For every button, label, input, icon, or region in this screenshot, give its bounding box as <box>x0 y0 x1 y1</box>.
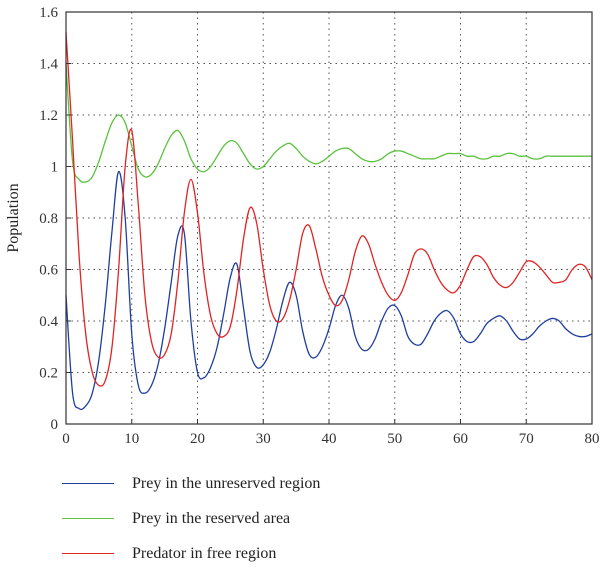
legend-label-prey-unreserved: Prey in the unreserved region <box>132 474 321 492</box>
axis-ticks: 0 10 20 30 40 50 60 70 80 0 0.2 0.4 0.6 0.8 1 1.2 1.4 1.6 <box>39 5 599 447</box>
y-tick-label: 1.2 <box>39 108 58 124</box>
x-tick-label: 20 <box>190 431 205 447</box>
y-tick-label: 0 <box>51 417 59 433</box>
x-tick-label: 80 <box>585 431 600 447</box>
series-prey-unreserved <box>65 170 593 411</box>
x-tick-label: 40 <box>322 431 337 447</box>
series-predator <box>65 32 593 387</box>
y-tick-label: 1.4 <box>39 57 58 73</box>
legend-swatch-predator <box>62 553 114 554</box>
x-tick-label: 0 <box>62 431 70 447</box>
legend-label-prey-reserved: Prey in the reserved area <box>132 509 291 527</box>
y-tick-label: 0.8 <box>39 211 58 227</box>
series-lines <box>65 32 593 411</box>
x-tick-label: 50 <box>387 431 402 447</box>
y-tick-label: 0.4 <box>39 314 58 330</box>
legend-swatch-prey-reserved <box>62 518 114 519</box>
y-tick-label: 0.2 <box>39 366 58 382</box>
grid-lines <box>66 12 592 424</box>
series-prey-reserved <box>65 63 592 183</box>
x-tick-label: 70 <box>519 431 534 447</box>
legend-swatch-prey-unreserved <box>62 483 114 484</box>
x-tick-label: 10 <box>124 431 139 447</box>
legend-item-prey-unreserved: Prey in the unreserved region <box>62 466 320 501</box>
legend: Prey in the unreserved region Prey in th… <box>62 466 320 571</box>
legend-item-predator: Predator in free region <box>62 536 320 571</box>
x-tick-label: 60 <box>453 431 468 447</box>
y-axis-title: Population <box>5 183 22 252</box>
legend-label-predator: Predator in free region <box>132 544 277 562</box>
line-chart: 0 10 20 30 40 50 60 70 80 0 0.2 0.4 0.6 0.8 1 1.2 1.4 1.6… <box>5 5 600 447</box>
y-tick-label: 1 <box>51 160 59 176</box>
y-tick-label: 0.6 <box>39 263 58 279</box>
y-tick-label: 1.6 <box>39 5 58 21</box>
x-tick-label: 30 <box>256 431 271 447</box>
legend-item-prey-reserved: Prey in the reserved area <box>62 501 320 536</box>
